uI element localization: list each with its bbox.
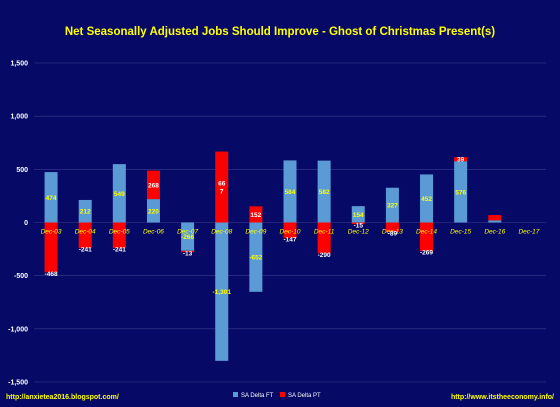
- y-tick-label: -500: [14, 273, 28, 280]
- y-tick-label: 500: [16, 167, 28, 174]
- category-label: Dec-09: [245, 229, 266, 236]
- bar-ft: [317, 160, 331, 223]
- legend-label-pt: SA Delta PT: [288, 393, 321, 399]
- y-axis: -1,500 -1,000 -500 0 500 1,000 1,500: [8, 61, 28, 387]
- data-label: -147: [283, 237, 296, 244]
- legend-swatch-ft: [233, 392, 238, 397]
- y-tick-label: 1,500: [10, 61, 28, 68]
- y-tick-label: -1,500: [8, 380, 28, 387]
- bar-ft: [283, 160, 297, 223]
- legend-label-ft: SA Delta FT: [241, 393, 274, 399]
- data-label: 452: [421, 196, 432, 203]
- bar-pt: [454, 157, 468, 162]
- bar-pt: [112, 222, 126, 249]
- footer-right-url: http://www.itstheeconomy.info/: [451, 394, 554, 401]
- data-label: 576: [455, 189, 466, 196]
- footer-left-url: http://anxietea2016.blogspot.com/: [6, 394, 119, 401]
- data-label: 7: [220, 189, 224, 196]
- bar-ft: [78, 199, 92, 223]
- bar-pt: [351, 222, 365, 225]
- category-label: Dec-03: [41, 229, 62, 236]
- bar-ft: [385, 187, 399, 223]
- x-axis-labels: Dec-03 Dec-04 Dec-05 Dec-06 Dec-07 Dec-08 Dec-…: [41, 229, 540, 236]
- category-label: Dec-15: [450, 229, 471, 236]
- bar-pt: [385, 222, 399, 232]
- data-label: 549: [114, 191, 125, 198]
- bar-ft: [112, 164, 126, 223]
- bar-pt: [283, 222, 297, 239]
- bar-ft: [215, 222, 229, 361]
- data-label: 584: [285, 189, 296, 196]
- category-label: Dec-10: [280, 229, 301, 236]
- data-label: 39: [457, 157, 465, 164]
- data-label: -13: [183, 251, 193, 258]
- bar-ft: [146, 199, 160, 223]
- bars: [44, 151, 502, 361]
- category-label: Dec-13: [382, 229, 403, 236]
- bar-pt: [44, 222, 58, 273]
- category-label: Dec-16: [484, 229, 505, 236]
- data-label: 154: [353, 212, 364, 219]
- data-label: -652: [249, 255, 262, 262]
- data-label: 268: [148, 182, 159, 189]
- category-label: Dec-17: [518, 229, 539, 236]
- legend-swatch-pt: [280, 392, 285, 397]
- bar-ft: [454, 161, 468, 223]
- data-label: 474: [46, 195, 57, 202]
- category-label: Dec-06: [143, 229, 164, 236]
- category-label: Dec-14: [416, 229, 437, 236]
- bar-ft: [181, 222, 195, 251]
- bar-pt: [215, 151, 229, 223]
- data-label: 220: [148, 208, 159, 215]
- category-label: Dec-05: [109, 229, 130, 236]
- bar-pt: [488, 215, 502, 221]
- y-tick-label: -1,000: [8, 326, 28, 333]
- category-label: Dec-08: [211, 229, 232, 236]
- category-label: Dec-11: [314, 229, 335, 236]
- data-label: -1,301: [213, 289, 232, 296]
- bar-pt: [420, 222, 434, 252]
- bar-ft: [488, 220, 502, 223]
- bar-pt: [146, 170, 160, 200]
- data-label: -290: [318, 252, 331, 259]
- y-tick-label: 1,000: [10, 114, 28, 121]
- bar-pt: [317, 222, 331, 254]
- y-tick-label: 0: [24, 220, 28, 227]
- data-label: 327: [387, 203, 398, 210]
- data-label: 66: [218, 181, 226, 188]
- data-label: -269: [420, 250, 433, 257]
- data-label: -266: [181, 234, 194, 241]
- data-label: -468: [45, 271, 58, 278]
- bar-pt: [78, 222, 92, 249]
- bar-ft: [420, 174, 434, 223]
- legend: SA Delta FT SA Delta PT: [233, 392, 321, 399]
- data-label: 582: [319, 189, 330, 196]
- category-label: Dec-12: [348, 229, 369, 236]
- data-label: -15: [354, 223, 364, 230]
- data-label: 212: [80, 209, 91, 216]
- data-label: -89: [388, 230, 398, 237]
- category-label: Dec-07: [177, 229, 198, 236]
- chart-title: Net Seasonally Adjusted Jobs Should Impr…: [65, 26, 495, 38]
- bar-ft: [249, 222, 263, 292]
- data-label: -241: [79, 247, 92, 254]
- bar-ft: [44, 172, 58, 223]
- data-labels: 474 -468 212 -241 549 -241 220 268 -266 -13 -1,301…: [45, 157, 467, 296]
- data-label: -241: [113, 247, 126, 254]
- bar-pt: [181, 250, 195, 253]
- category-label: Dec-04: [75, 229, 96, 236]
- data-label: 152: [250, 212, 261, 219]
- bar-pt: [249, 206, 263, 223]
- bar-ft: [351, 206, 365, 223]
